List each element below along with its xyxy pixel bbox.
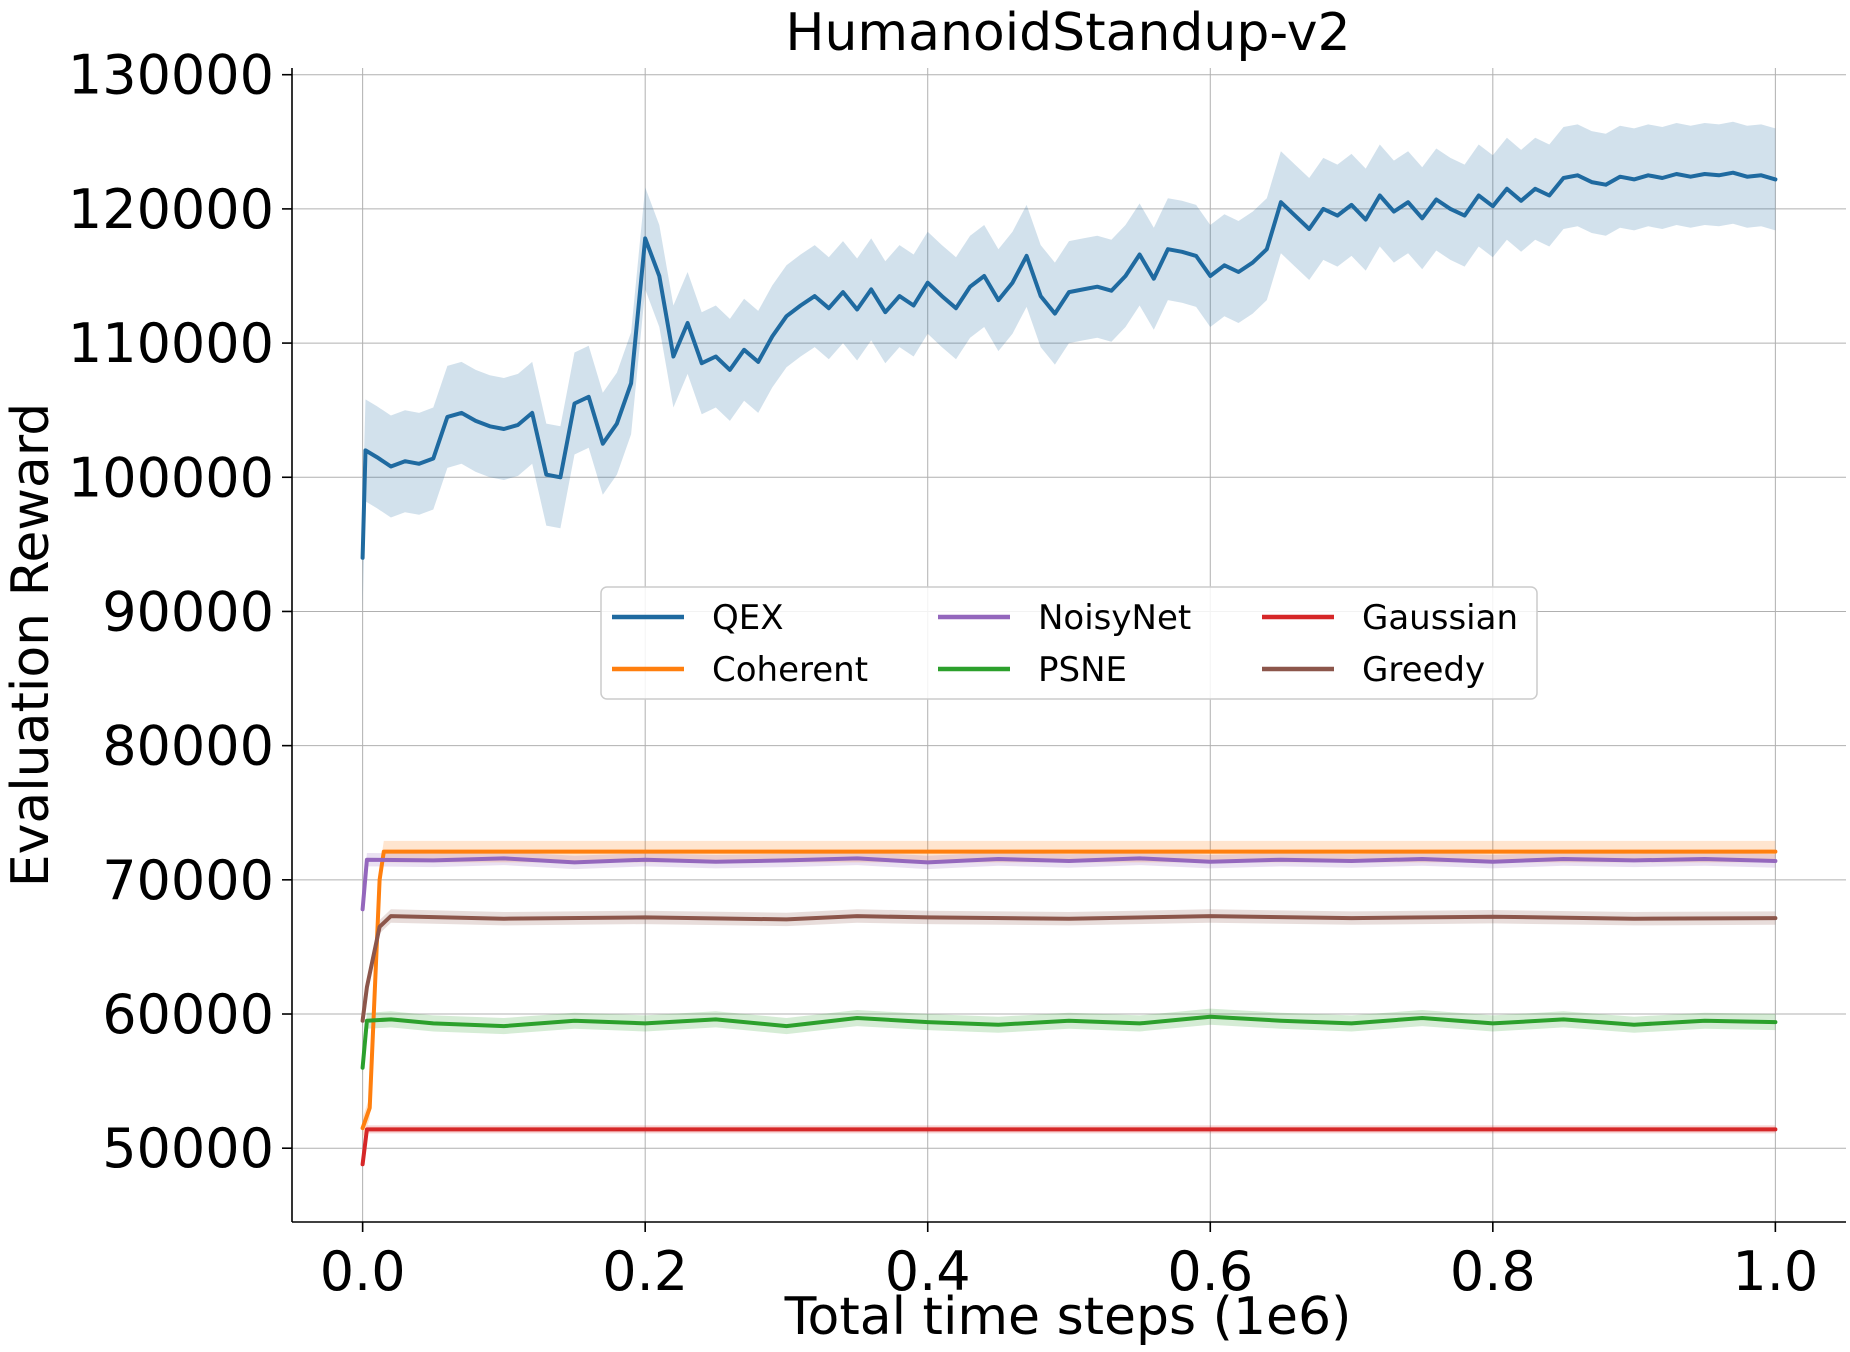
- y-tick-label: 60000: [102, 983, 274, 1046]
- y-tick-label: 130000: [68, 44, 274, 107]
- series-line-qex: [360, 170, 1778, 560]
- series-line-noisynet: [360, 856, 1778, 912]
- series-line-psne: [360, 1014, 1778, 1070]
- legend-label-noisynet: NoisyNet: [1038, 598, 1191, 638]
- series-line-coherent: [360, 849, 1778, 1131]
- band-qex: [362, 121, 1776, 609]
- x-tick-label: 0.8: [1450, 1240, 1536, 1303]
- x-tick-label: 0.6: [1167, 1240, 1253, 1303]
- x-axis-label: Total time steps (1e6): [784, 1287, 1352, 1347]
- band-greedy: [362, 909, 1776, 1028]
- band-noisynet: [362, 851, 1776, 917]
- band-coherent: [362, 840, 1776, 1139]
- legend-label-qex: QEX: [712, 598, 784, 638]
- series-line-gaussian: [360, 1127, 1778, 1167]
- band-gaussian: [362, 1125, 1776, 1169]
- y-tick-label: 80000: [102, 715, 274, 778]
- series-lines: [360, 170, 1778, 1167]
- x-tick-label: 0.4: [885, 1240, 971, 1303]
- series-line-greedy: [360, 914, 1778, 1023]
- y-ticks: 50000 60000 70000 80000 90000 100000 110000 120…: [68, 44, 292, 1180]
- y-tick-label: 100000: [68, 446, 274, 509]
- band-psne: [362, 1008, 1776, 1076]
- legend: QEX Coherent NoisyNet PSNE Gaussian Greedy: [600, 586, 1538, 700]
- legend-label-gaussian: Gaussian: [1362, 598, 1518, 638]
- legend-label-coherent: Coherent: [712, 650, 868, 690]
- x-tick-label: 0.0: [320, 1240, 406, 1303]
- x-ticks: 0.0 0.2 0.4 0.6 0.8 1.0: [320, 1222, 1818, 1303]
- y-tick-label: 90000: [102, 580, 274, 643]
- chart-title: HumanoidStandup-v2: [785, 3, 1350, 63]
- y-tick-label: 120000: [68, 178, 274, 241]
- legend-label-psne: PSNE: [1038, 650, 1127, 690]
- x-tick-label: 0.2: [602, 1240, 688, 1303]
- y-tick-label: 110000: [68, 312, 274, 375]
- x-tick-label: 1.0: [1732, 1240, 1818, 1303]
- legend-label-greedy: Greedy: [1362, 650, 1485, 690]
- y-tick-label: 70000: [102, 849, 274, 912]
- axes: [291, 68, 1846, 1223]
- y-tick-label: 50000: [102, 1117, 274, 1180]
- y-axis-label: Evaluation Reward: [1, 403, 61, 888]
